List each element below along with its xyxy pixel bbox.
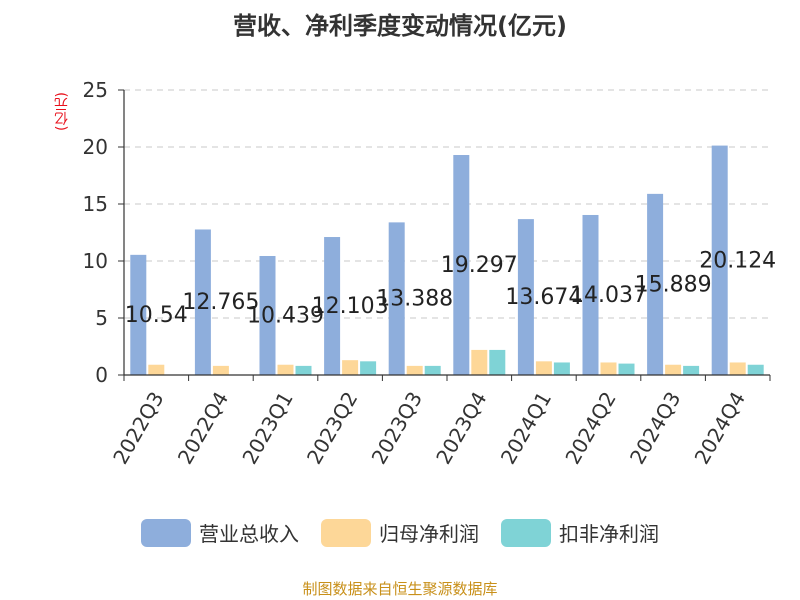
legend-item[interactable]: 营业总收入 xyxy=(141,518,299,547)
bar-1-2024Q4 xyxy=(729,362,746,375)
bar-1-2023Q1 xyxy=(277,364,294,375)
data-label: 10.54 xyxy=(125,303,188,328)
bar-2-2024Q2 xyxy=(618,363,635,375)
legend: 营业总收入 归母净利润 扣非净利润 xyxy=(0,518,800,547)
bar-0-2022Q4 xyxy=(194,229,211,375)
bar-1-2022Q3 xyxy=(148,364,165,375)
x-tick-label: 2022Q4 xyxy=(173,388,233,469)
legend-swatch xyxy=(321,518,371,547)
x-tick-label: 2023Q2 xyxy=(302,388,362,469)
bar-0-2023Q3 xyxy=(388,222,405,375)
data-label: 12.765 xyxy=(182,290,259,315)
bar-2-2023Q2 xyxy=(360,361,377,375)
bar-0-2024Q3 xyxy=(647,193,664,375)
bar-1-2024Q2 xyxy=(600,362,617,375)
legend-label: 归母净利润 xyxy=(379,522,479,546)
bar-0-2023Q2 xyxy=(324,237,341,375)
bar-0-2024Q4 xyxy=(711,145,728,375)
data-label: 14.037 xyxy=(570,283,647,308)
legend-label: 营业总收入 xyxy=(199,522,299,546)
y-tick-label: 0 xyxy=(95,363,108,387)
bar-1-2023Q3 xyxy=(406,365,423,375)
bar-1-2024Q3 xyxy=(665,364,682,375)
data-label: 19.297 xyxy=(441,253,518,278)
y-tick-label: 20 xyxy=(83,135,108,159)
legend-item[interactable]: 扣非净利润 xyxy=(501,518,659,547)
bar-2-2023Q3 xyxy=(424,365,441,375)
bar-0-2024Q1 xyxy=(517,219,534,375)
bar-1-2022Q4 xyxy=(212,365,229,375)
legend-swatch xyxy=(501,518,551,547)
bar-2-2023Q4 xyxy=(489,349,506,375)
y-axis-ticks: 0 5 10 15 20 25 xyxy=(83,78,124,387)
data-label: 12.103 xyxy=(312,294,389,319)
source-note: 制图数据来自恒生聚源数据库 xyxy=(302,580,498,598)
bar-0-2022Q3 xyxy=(130,254,147,375)
data-label: 20.124 xyxy=(699,248,776,273)
bar-1-2024Q1 xyxy=(535,361,552,375)
bar-1-2023Q4 xyxy=(471,349,488,375)
bar-1-2023Q2 xyxy=(342,360,359,375)
x-tick-label: 2024Q3 xyxy=(625,388,685,469)
x-tick-label: 2024Q4 xyxy=(690,388,750,469)
chart-title: 营收、净利季度变动情况(亿元) xyxy=(233,12,567,40)
data-label: 10.439 xyxy=(247,303,324,328)
y-tick-label: 10 xyxy=(83,249,108,273)
bar-2-2024Q4 xyxy=(747,364,764,375)
x-tick-label: 2023Q1 xyxy=(237,388,297,469)
bars xyxy=(130,145,764,375)
bar-2-2024Q3 xyxy=(683,365,700,375)
bar-2-2023Q1 xyxy=(295,365,312,375)
y-tick-label: 15 xyxy=(83,192,108,216)
legend-item[interactable]: 归母净利润 xyxy=(321,518,479,547)
bar-0-2024Q2 xyxy=(582,214,599,375)
y-tick-label: 5 xyxy=(95,306,108,330)
data-label: 15.889 xyxy=(635,272,712,297)
x-axis xyxy=(123,90,770,376)
x-tick-label: 2024Q2 xyxy=(560,388,620,469)
x-tick-label: 2023Q4 xyxy=(431,388,491,469)
x-tick-label: 2022Q3 xyxy=(108,388,168,469)
legend-label: 扣非净利润 xyxy=(559,522,659,546)
y-tick-label: 25 xyxy=(83,78,108,102)
x-tick-label: 2024Q1 xyxy=(496,388,556,469)
x-tick-label: 2023Q3 xyxy=(367,388,427,469)
bar-2-2024Q1 xyxy=(553,362,570,375)
data-label: 13.674 xyxy=(505,285,582,310)
x-axis-ticks: 2022Q3 2022Q4 2023Q1 2023Q2 2023Q3 2023Q4 2024… xyxy=(108,375,771,469)
data-label: 13.388 xyxy=(376,287,453,312)
bar-0-2023Q4 xyxy=(453,155,470,375)
legend-swatch xyxy=(141,518,191,547)
bar-0-2023Q1 xyxy=(259,255,276,375)
grid-lines xyxy=(124,89,770,319)
